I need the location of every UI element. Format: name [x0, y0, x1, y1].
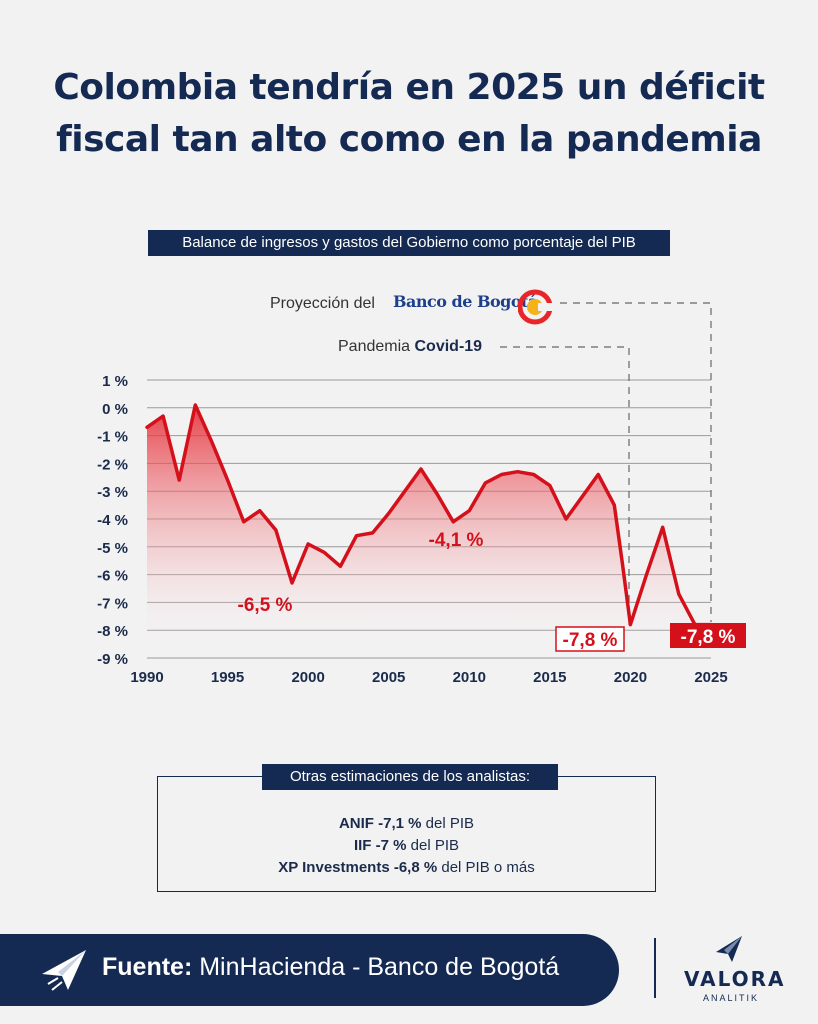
estimate-xp-value: XP Investments -6,8 % — [278, 859, 438, 876]
footer-bar — [0, 934, 619, 1006]
y-tick-label: -9 % — [97, 651, 128, 668]
headline: Colombia tendría en 2025 un déficit fisc… — [0, 62, 818, 166]
x-tick-label: 1990 — [130, 669, 163, 686]
y-tick-label: -5 % — [97, 540, 128, 557]
x-tick-label: 2025 — [694, 669, 727, 686]
source-text: Fuente: MinHacienda - Banco de Bogotá — [102, 953, 559, 982]
projection-label: Proyección del — [270, 295, 375, 312]
estimate-iif-value: IIF -7 % — [353, 837, 407, 854]
bank-logo-icon — [518, 289, 552, 325]
data-label-1999: -6,5 % — [238, 595, 293, 616]
estimate-anif-value: ANIF -7,1 % — [338, 815, 422, 832]
x-tick-label: 2020 — [614, 669, 647, 686]
y-tick-label: 0 % — [102, 401, 128, 418]
x-tick-label: 2000 — [291, 669, 324, 686]
estimates-list: ANIF -7,1 % del PIB IIF -7 % del PIB XP … — [157, 813, 656, 879]
brand-sub: ANALITIK — [703, 993, 760, 1003]
estimate-iif: IIF -7 % del PIB — [157, 835, 656, 857]
estimate-anif: ANIF -7,1 % del PIB — [157, 813, 656, 835]
pandemic-label: Pandemia Covid-19 — [338, 338, 482, 356]
area-fill — [147, 405, 711, 658]
data-label-2020: -7,8 % — [563, 630, 618, 651]
estimate-xp: XP Investments -6,8 % del PIB o más — [157, 857, 656, 879]
pandemic-guide — [500, 346, 630, 625]
headline-line-1: Colombia tendría en 2025 un déficit — [53, 67, 765, 108]
chart-title: Balance de ingresos y gastos del Gobiern… — [148, 230, 670, 256]
bank-logo-text: Banco de Bogotá — [393, 292, 538, 311]
pandemic-bold: Covid-19 — [414, 338, 483, 355]
source-value: MinHacienda - Banco de Bogotá — [192, 953, 560, 981]
paper-plane-icon — [42, 950, 86, 991]
data-label-2025: -7,8 % — [681, 627, 736, 648]
y-tick-label: -3 % — [97, 484, 128, 501]
y-tick-label: -7 % — [97, 595, 128, 612]
brand-name: VALORA — [684, 967, 786, 991]
series-line — [145, 403, 713, 627]
y-tick-label: -4 % — [97, 512, 128, 529]
data-label-box-2020 — [555, 626, 625, 652]
estimate-anif-unit: del PIB — [421, 815, 475, 832]
valora-logo-icon — [716, 936, 742, 962]
data-label-box-2025 — [670, 623, 746, 648]
x-tick-label: 2010 — [453, 669, 486, 686]
x-tick-label: 2005 — [372, 669, 405, 686]
estimates-title: Otras estimaciones de los analistas: — [262, 764, 558, 790]
headline-line-2: fiscal tan alto como en la pandemia — [56, 119, 762, 160]
y-tick-label: -6 % — [97, 568, 128, 585]
estimate-iif-unit: del PIB — [406, 837, 460, 854]
y-tick-label: -2 % — [97, 456, 128, 473]
x-tick-label: 1995 — [211, 669, 244, 686]
x-tick-label: 2015 — [533, 669, 566, 686]
pandemic-prefix: Pandemia — [338, 338, 411, 355]
footer-divider — [654, 938, 656, 998]
y-tick-label: -8 % — [97, 623, 128, 640]
data-label-2009: -4,1 % — [429, 530, 484, 551]
estimate-xp-unit: del PIB o más — [437, 859, 535, 876]
y-tick-label: -1 % — [97, 429, 128, 446]
source-label: Fuente: — [102, 953, 193, 981]
y-tick-label: 1 % — [102, 373, 128, 390]
